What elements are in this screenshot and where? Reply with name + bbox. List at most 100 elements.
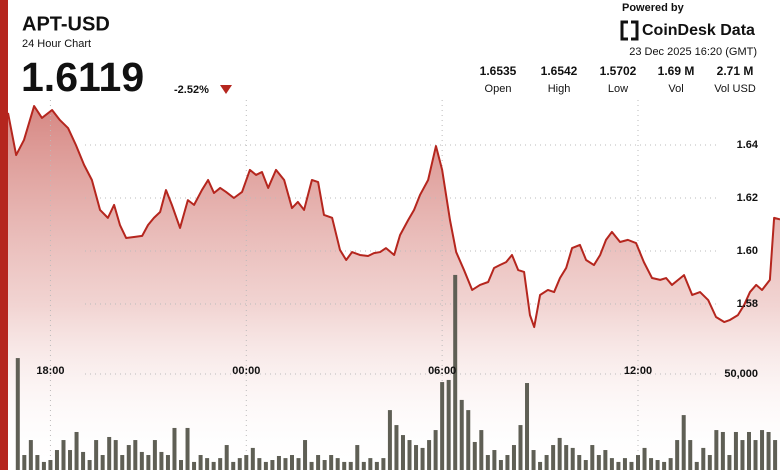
volume-bar: [531, 450, 536, 470]
volume-bar: [485, 455, 490, 470]
volume-bar: [440, 382, 445, 470]
stat-value: 2.71 M: [717, 64, 754, 78]
x-tick-label: 00:00: [232, 365, 260, 377]
volume-bar: [257, 458, 262, 470]
volume-bar: [544, 455, 549, 470]
volume-bar: [603, 450, 608, 470]
volume-bar: [68, 450, 73, 470]
volume-bar: [407, 440, 412, 470]
volume-bar: [22, 455, 27, 470]
volume-bar: [61, 440, 66, 470]
volume-bar: [466, 410, 471, 470]
volume-bar: [303, 440, 308, 470]
stat-label: Low: [608, 83, 628, 95]
volume-bar: [133, 440, 138, 470]
volume-bar: [231, 461, 236, 470]
volume-bar: [276, 455, 281, 470]
volume-bar: [87, 460, 92, 470]
volume-bar: [740, 440, 745, 470]
volume-bar: [179, 460, 184, 470]
volume-bar: [642, 447, 647, 470]
volume-bar: [459, 399, 464, 470]
volume-bar: [81, 451, 86, 470]
volume-bar: [48, 460, 53, 470]
y-tick-label: 1.58: [737, 298, 758, 310]
volume-bar: [394, 425, 399, 470]
volume-bar: [335, 458, 340, 470]
volume-bar: [538, 461, 543, 470]
volume-bar: [322, 460, 327, 470]
stat-value: 1.69 M: [658, 64, 695, 78]
volume-bar: [733, 431, 738, 470]
stat-value: 1.5702: [600, 64, 637, 78]
header: APT-USD 24 Hour Chart 1.6119 -2.52% Powe…: [21, 2, 757, 100]
volume-bar: [237, 458, 242, 470]
volume-bar: [518, 425, 523, 470]
area-fill: [8, 106, 780, 470]
volume-bar: [492, 450, 497, 470]
volume-bar: [381, 458, 386, 470]
volume-bar: [54, 450, 59, 470]
volume-bar: [746, 431, 751, 470]
y-tick-label: 1.64: [737, 139, 759, 151]
volume-bar: [355, 445, 360, 470]
volume-bar: [616, 461, 621, 470]
volume-bar: [192, 461, 197, 470]
volume-bar: [185, 427, 190, 470]
volume-bar: [165, 455, 170, 470]
volume-bar: [172, 427, 177, 470]
volume-bar: [766, 431, 771, 470]
x-tick-label: 18:00: [36, 365, 64, 377]
volume-bar: [15, 358, 20, 470]
volume-bar: [198, 455, 203, 470]
volume-bar: [107, 436, 112, 470]
volume-bar: [368, 458, 373, 470]
volume-bar: [551, 445, 556, 470]
stat-label: Vol: [668, 83, 683, 95]
volume-bar: [662, 461, 667, 470]
accent-bar: [0, 0, 8, 470]
volume-bar: [564, 445, 569, 470]
volume-bar: [433, 430, 438, 470]
volume-bar: [707, 455, 712, 470]
volume-bar: [629, 461, 634, 470]
volume-bar: [427, 440, 432, 470]
volume-bar: [557, 437, 562, 470]
volume-bar: [28, 440, 33, 470]
volume-bar: [649, 458, 654, 470]
volume-bar: [570, 447, 575, 470]
powered-by: Powered by: [622, 2, 685, 14]
volume-bar: [636, 455, 641, 470]
volume-bar: [583, 460, 588, 470]
volume-bar: [159, 451, 164, 470]
volume-bar: [675, 440, 680, 470]
volume-bar: [453, 274, 458, 470]
volume-bar: [126, 445, 131, 470]
volume-bar: [714, 430, 719, 470]
volume-bar: [694, 461, 699, 470]
volume-bar: [289, 455, 294, 470]
volume-bar: [113, 440, 118, 470]
volume-bar: [361, 461, 366, 470]
volume-bar: [446, 379, 451, 470]
volume-bar: [218, 458, 223, 470]
volume-bar: [263, 461, 268, 470]
volume-bar: [525, 383, 530, 470]
x-tick-label: 06:00: [428, 365, 456, 377]
price-line: [7, 105, 780, 329]
volume-bar: [316, 455, 321, 470]
subtitle: 24 Hour Chart: [22, 38, 91, 50]
volume-bar: [309, 461, 314, 470]
down-arrow: [220, 85, 232, 94]
volume-bar: [120, 455, 125, 470]
volume-bar: [420, 447, 425, 470]
volume-bar: [688, 440, 693, 470]
price: 1.6119: [21, 54, 144, 100]
volume-bar: [498, 460, 503, 470]
volume-bar: [270, 460, 275, 470]
volume-bar: [250, 447, 255, 470]
stat-label: High: [548, 83, 571, 95]
y-tick-label: 50,000: [724, 368, 758, 380]
